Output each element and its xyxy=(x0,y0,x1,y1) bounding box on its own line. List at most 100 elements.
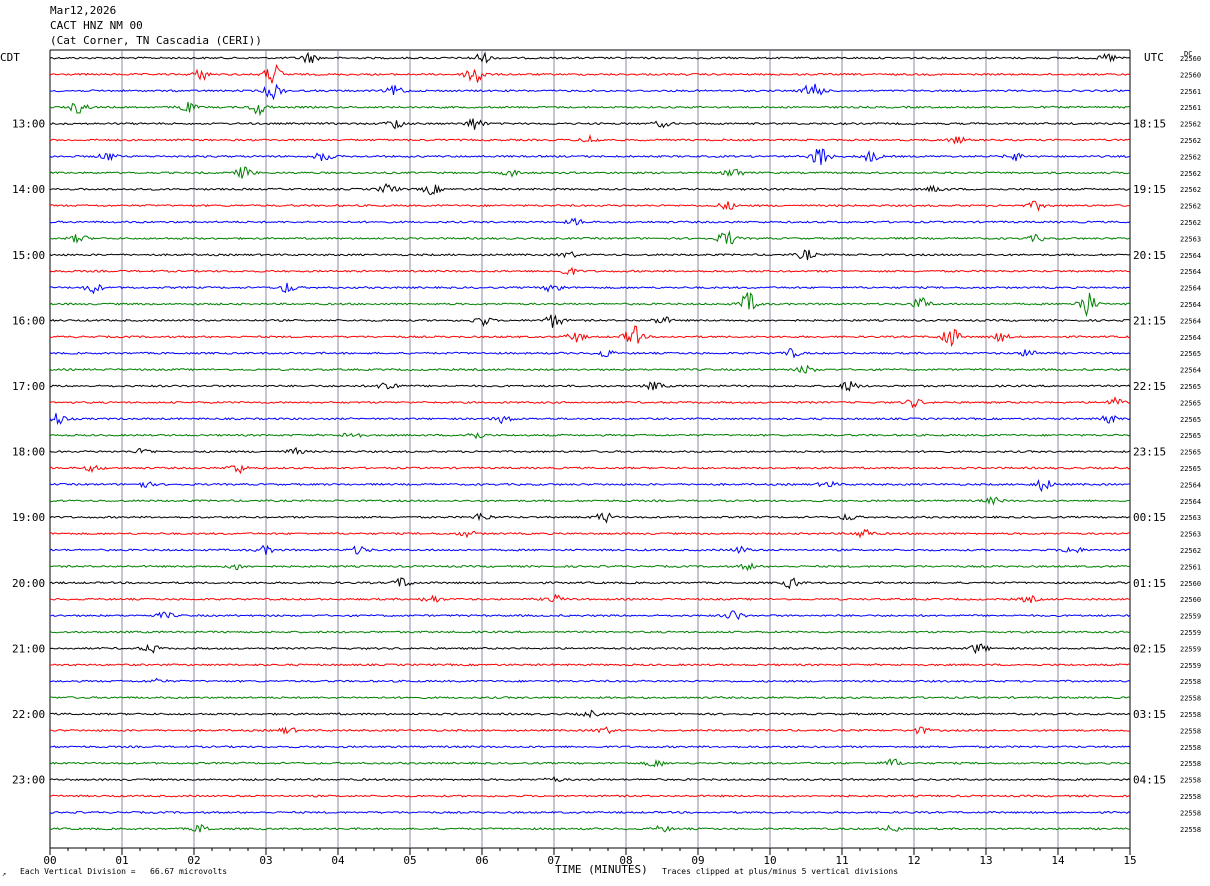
dc-value: 22558 xyxy=(1180,826,1201,834)
dc-value: 22563 xyxy=(1180,531,1201,539)
dc-value: 22565 xyxy=(1180,399,1201,407)
x-tick-label: 10 xyxy=(763,854,776,867)
cdt-time-label: 19:00 xyxy=(12,511,45,524)
dc-value: 22565 xyxy=(1180,449,1201,457)
seismic-trace xyxy=(49,610,1131,621)
dc-value: 22559 xyxy=(1180,662,1201,670)
dc-value: 22561 xyxy=(1180,104,1201,112)
dc-value: 22565 xyxy=(1180,465,1201,473)
dc-value: 22562 xyxy=(1180,203,1201,211)
seismic-trace xyxy=(49,282,1131,295)
x-tick-label: 02 xyxy=(187,854,200,867)
x-tick-label: 15 xyxy=(1123,854,1136,867)
seismic-trace xyxy=(49,166,1131,179)
dc-value: 22563 xyxy=(1180,235,1201,243)
seismic-trace xyxy=(49,745,1131,749)
seismic-trace xyxy=(49,643,1131,655)
station-code: CACT HNZ NM 00 xyxy=(50,19,143,32)
dc-value: 22564 xyxy=(1180,252,1201,260)
x-tick-label: 03 xyxy=(259,854,272,867)
seismic-trace xyxy=(49,824,1131,833)
dc-column-label: DC xyxy=(1184,50,1193,58)
x-tick-label: 12 xyxy=(907,854,920,867)
dc-value: 22560 xyxy=(1180,55,1201,63)
dc-value: 22564 xyxy=(1180,367,1201,375)
dc-value: 22558 xyxy=(1180,777,1201,785)
dc-value: 22560 xyxy=(1180,71,1201,79)
dc-value: 22558 xyxy=(1180,793,1201,801)
seismic-trace xyxy=(50,593,1131,604)
seismic-trace xyxy=(49,396,1131,409)
x-tick-label: 11 xyxy=(835,854,848,867)
dc-value: 22558 xyxy=(1180,744,1201,752)
seismic-trace xyxy=(49,217,1131,226)
seismic-trace xyxy=(49,446,1131,456)
x-axis-label: TIME (MINUTES) xyxy=(555,863,648,876)
dc-value: 22564 xyxy=(1180,268,1201,276)
cdt-time-label: 16:00 xyxy=(12,314,45,327)
seismic-trace xyxy=(49,562,1131,572)
dc-value: 22561 xyxy=(1180,88,1201,96)
seismic-trace xyxy=(49,364,1130,374)
seismic-trace xyxy=(50,83,1131,101)
cdt-time-label: 15:00 xyxy=(12,249,45,262)
dc-value: 22562 xyxy=(1180,547,1201,555)
vertical-scale-note: Each Vertical Division = 66.67 microvolt… xyxy=(20,867,228,876)
right-timezone-label: UTC xyxy=(1144,51,1164,64)
utc-time-label: 03:15 xyxy=(1133,708,1166,721)
seismic-trace xyxy=(49,758,1131,768)
utc-time-label: 04:15 xyxy=(1133,774,1166,787)
dc-value: 22564 xyxy=(1180,334,1201,342)
dc-value: 22558 xyxy=(1180,695,1201,703)
x-tick-label: 05 xyxy=(403,854,416,867)
dc-value: 22560 xyxy=(1180,580,1201,588)
dc-value: 22562 xyxy=(1180,186,1201,194)
seismic-trace xyxy=(49,292,1131,318)
seismic-trace xyxy=(49,133,1131,145)
utc-time-label: 19:15 xyxy=(1133,183,1166,196)
seismic-trace xyxy=(49,118,1131,130)
seismic-trace xyxy=(49,776,1131,782)
x-tick-label: 14 xyxy=(1051,854,1065,867)
dc-value: 22562 xyxy=(1180,219,1201,227)
x-tick-label: 07 xyxy=(547,854,560,867)
cdt-time-label: 20:00 xyxy=(12,577,45,590)
seismic-trace xyxy=(49,51,1131,64)
seismic-trace xyxy=(49,64,1131,84)
corner-mark: ↗ xyxy=(2,870,7,878)
seismic-trace xyxy=(49,200,1131,212)
cdt-time-label: 18:00 xyxy=(12,446,45,459)
cdt-time-label: 21:00 xyxy=(12,642,45,655)
seismic-trace xyxy=(49,577,1130,590)
utc-time-label: 02:15 xyxy=(1133,642,1166,655)
seismic-trace xyxy=(49,512,1131,524)
cdt-time-label: 17:00 xyxy=(12,380,45,393)
dc-value: 22564 xyxy=(1180,498,1201,506)
dc-value: 22565 xyxy=(1180,416,1201,424)
dc-value: 22564 xyxy=(1180,301,1201,309)
dc-value: 22558 xyxy=(1180,760,1201,768)
seismic-trace xyxy=(49,464,1131,475)
left-timezone-label: CDT xyxy=(0,51,20,64)
dc-value: 22558 xyxy=(1180,711,1201,719)
seismic-trace xyxy=(50,695,1131,700)
seismic-trace xyxy=(49,148,1131,165)
x-tick-label: 09 xyxy=(691,854,704,867)
dc-value: 22558 xyxy=(1180,678,1201,686)
seismic-trace xyxy=(49,810,1131,815)
dc-value: 22559 xyxy=(1180,645,1201,653)
seismic-trace xyxy=(49,528,1131,539)
seismic-trace xyxy=(49,726,1131,735)
clipping-note: Traces clipped at plus/minus 5 vertical … xyxy=(662,867,899,876)
dc-value: 22565 xyxy=(1180,383,1201,391)
utc-time-label: 00:15 xyxy=(1133,511,1166,524)
seismic-trace xyxy=(49,101,1131,117)
seismic-trace xyxy=(49,794,1131,798)
seismic-trace xyxy=(49,381,1131,392)
seismic-trace xyxy=(49,348,1131,359)
dc-value: 22565 xyxy=(1180,432,1201,440)
dc-value: 22562 xyxy=(1180,121,1201,129)
seismic-trace xyxy=(49,266,1131,276)
dc-value: 22564 xyxy=(1180,481,1201,489)
dc-value: 22559 xyxy=(1180,629,1201,637)
